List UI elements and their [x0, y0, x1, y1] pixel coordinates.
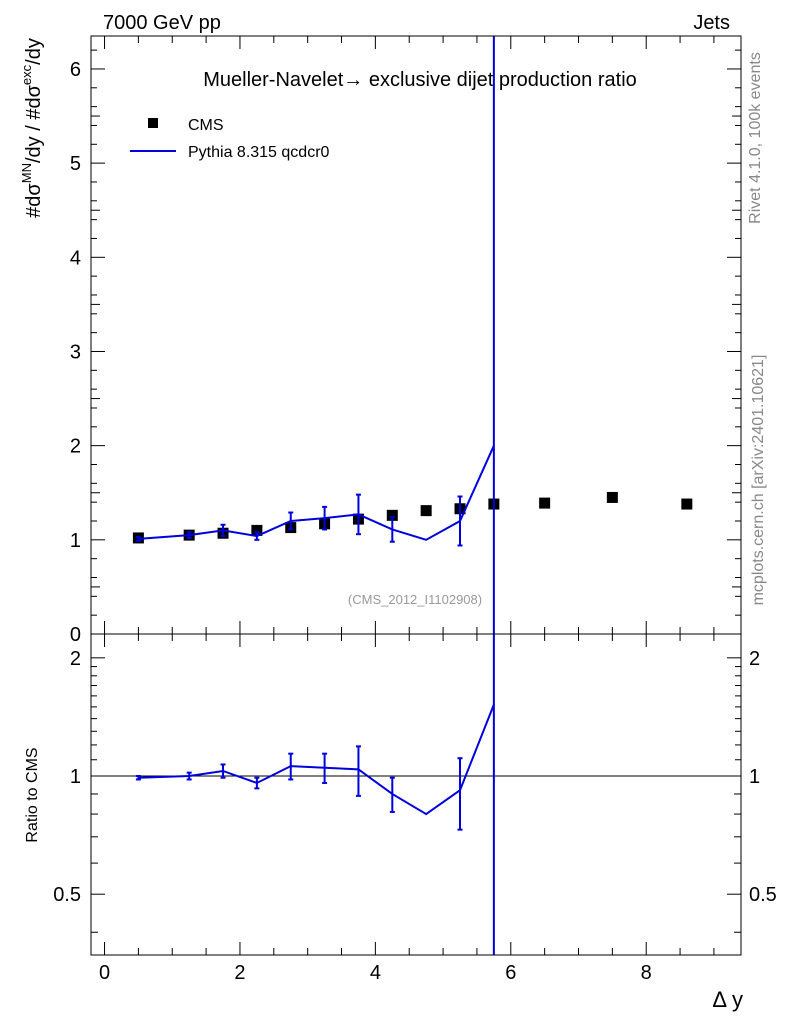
legend-pythia-label: Pythia 8.315 qcdcr0	[188, 144, 330, 161]
legend-cms-marker	[148, 118, 158, 128]
y-tick-label-main: 1	[70, 530, 81, 552]
y-tick-label-ratio: 1	[70, 766, 81, 788]
y-tick-label-ratio-right: 1	[749, 766, 760, 788]
y-tick-label-main: 0	[70, 624, 81, 646]
y-tick-label-ratio-right: 2	[749, 648, 760, 670]
pythia-line	[138, 445, 495, 541]
side-label-rivet: Rivet 4.1.0, 100k events	[747, 52, 764, 224]
header-left: 7000 GeV pp	[103, 12, 221, 34]
cms-point	[420, 505, 432, 517]
cms-point	[539, 497, 551, 509]
svg-text:#dσMN/dy / #dσexc/dy: #dσMN/dy / #dσexc/dy	[19, 38, 45, 218]
cms-point	[681, 498, 693, 510]
y-tick-label-main: 6	[70, 59, 81, 81]
header-right: Jets	[693, 12, 730, 34]
x-tick-label: 6	[505, 962, 516, 984]
y-tick-label-ratio: 0.5	[53, 884, 81, 906]
x-tick-label: 4	[370, 962, 381, 984]
y-tick-label-main: 5	[70, 153, 81, 175]
chart-title: Mueller-Navelet→ exclusive dijet product…	[203, 69, 637, 91]
cms-point	[386, 509, 398, 521]
watermark: (CMS_2012_I1102908)	[348, 592, 482, 607]
x-tick-label: 8	[641, 962, 652, 984]
x-tick-label: 2	[234, 962, 245, 984]
legend-cms-label: CMS	[188, 117, 224, 134]
side-label-mcplots: mcplots.cern.ch [arXiv:2401.10621]	[750, 355, 767, 606]
ratio-line	[138, 704, 495, 816]
y-tick-label-main: 4	[70, 247, 81, 269]
y-tick-label-main: 2	[70, 436, 81, 458]
x-tick-label: 0	[99, 962, 110, 984]
cms-point	[251, 524, 263, 536]
y-axis-label-ratio: Ratio to CMS	[24, 747, 41, 842]
y-tick-label-ratio: 2	[70, 648, 81, 670]
cms-point	[606, 491, 618, 503]
y-tick-label-main: 3	[70, 341, 81, 363]
ratio-frame	[90, 633, 742, 956]
y-tick-label-ratio-right: 0.5	[749, 884, 777, 906]
x-axis-label: Δ y	[712, 987, 743, 1012]
y-axis-label-main: #dσMN/dy / #dσexc/dy	[19, 38, 45, 218]
